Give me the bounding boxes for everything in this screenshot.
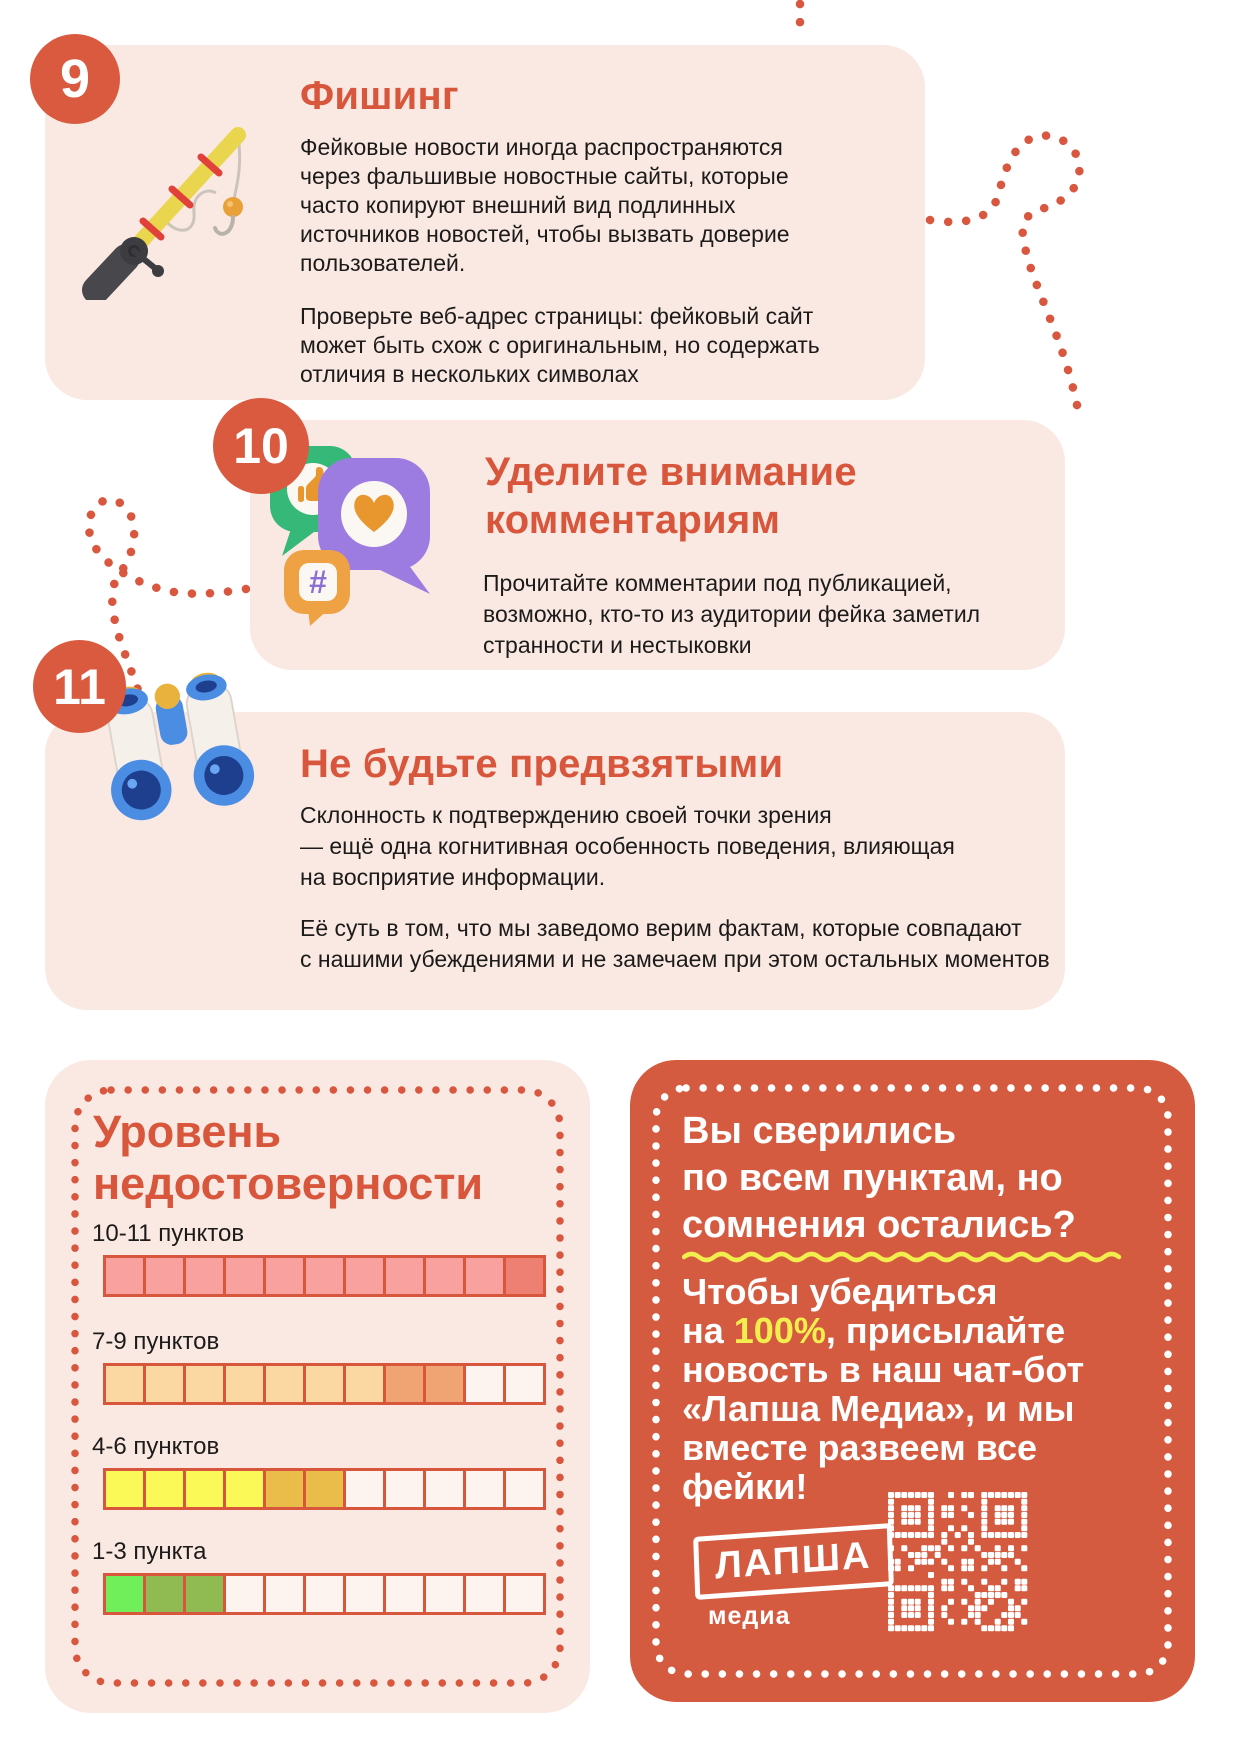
cta-body-suffix: , присылайте новость в наш чат-бот «Лапш… xyxy=(682,1310,1085,1507)
section-10-number-badge: 10 xyxy=(213,398,309,494)
dotted-squiggle-right xyxy=(925,131,1084,415)
scale-row-cells xyxy=(103,1573,546,1615)
cta-card: Вы сверились по всем пунктам, но сомнени… xyxy=(630,1060,1195,1702)
scale-row-1-3: 1-3 пункта xyxy=(92,1538,546,1615)
scale-row-7-9: 7-9 пунктов xyxy=(92,1328,546,1405)
scale-cell xyxy=(423,1573,466,1615)
scale-title: Уровень недостоверности xyxy=(93,1106,484,1209)
section-11-paragraph-2: Её суть в том, что мы заведомо верим фак… xyxy=(300,915,1050,972)
scale-row-label: 4-6 пунктов xyxy=(92,1433,220,1460)
scale-row-cells xyxy=(103,1255,546,1297)
fishing-rod-icon xyxy=(72,85,287,304)
scale-cell xyxy=(463,1573,506,1615)
section-10-comments-card: # Уделите внимание комментариям Прочитай… xyxy=(250,420,1065,670)
scale-cell xyxy=(103,1363,146,1405)
svg-text:#: # xyxy=(309,564,327,600)
scale-row-cells xyxy=(103,1468,546,1510)
scale-cell xyxy=(463,1363,506,1405)
scale-cell xyxy=(343,1255,386,1297)
section-9-phishing-card: Фишинг Фейковые новости иногда распростр… xyxy=(45,45,925,400)
scale-cell xyxy=(103,1255,146,1297)
scale-row-4-6: 4-6 пунктов xyxy=(92,1433,546,1510)
scale-cell xyxy=(503,1255,546,1297)
section-11-number-badge: 11 xyxy=(33,640,126,733)
scale-cell xyxy=(423,1255,466,1297)
scale-cell xyxy=(383,1468,426,1510)
scale-cell xyxy=(223,1363,266,1405)
scale-cell xyxy=(183,1468,226,1510)
section-9-title: Фишинг xyxy=(300,74,459,118)
qr-code xyxy=(888,1492,1028,1632)
cta-body-prefix: Чтобы убедиться на xyxy=(682,1271,998,1351)
section-11-bias-card: Не будьте предвзятыми Склонность к подтв… xyxy=(45,672,1065,1010)
scale-cell xyxy=(343,1363,386,1405)
scale-row-label: 10-11 пунктов xyxy=(92,1220,245,1247)
cta-title: Вы сверились по всем пунктам, но сомнени… xyxy=(682,1110,1076,1246)
scale-cell xyxy=(383,1573,426,1615)
scale-row-10-11: 10-11 пунктов xyxy=(92,1220,546,1297)
scale-cell xyxy=(383,1363,426,1405)
scale-cell xyxy=(223,1573,266,1615)
scale-cell xyxy=(463,1255,506,1297)
lapsha-media-logo: ЛАПША медиа xyxy=(693,1523,894,1631)
scale-row-label: 7-9 пунктов xyxy=(92,1328,220,1355)
scale-cell xyxy=(303,1363,346,1405)
scale-cell xyxy=(303,1468,346,1510)
scale-cell xyxy=(263,1255,306,1297)
section-10-title: Уделите внимание комментариям xyxy=(485,450,857,542)
section-9-number-badge: 9 xyxy=(30,34,120,124)
scale-cell xyxy=(503,1468,546,1510)
cta-body-highlight-100: 100% xyxy=(733,1310,826,1351)
scale-cell xyxy=(103,1573,146,1615)
section-11-title: Не будьте предвзятыми xyxy=(300,742,784,786)
scale-cell xyxy=(183,1573,226,1615)
scale-cell xyxy=(423,1363,466,1405)
scale-cell xyxy=(503,1573,546,1615)
scale-cell xyxy=(143,1255,186,1297)
scale-cell xyxy=(103,1468,146,1510)
logo-sub-text: медиа xyxy=(708,1602,791,1630)
cta-dotted-border xyxy=(652,1084,1172,1678)
scale-row-label: 1-3 пункта xyxy=(92,1538,207,1565)
scale-cell xyxy=(383,1255,426,1297)
scale-cell xyxy=(263,1573,306,1615)
cta-body-text: Чтобы убедиться на 100%, присылайте ново… xyxy=(682,1272,1084,1506)
scale-cell xyxy=(223,1468,266,1510)
scale-cell xyxy=(303,1255,346,1297)
scale-cell xyxy=(463,1468,506,1510)
scale-cell xyxy=(143,1468,186,1510)
scale-cell xyxy=(263,1363,306,1405)
unreliability-scale-panel: Уровень недостоверности 10-11 пунктов 7-… xyxy=(45,1060,590,1713)
yellow-wavy-underline xyxy=(682,1251,1122,1263)
scale-cell xyxy=(343,1468,386,1510)
section-9-paragraph-2: Проверьте веб-адрес страницы: фейковый с… xyxy=(300,303,820,387)
scale-cell xyxy=(143,1363,186,1405)
section-9-paragraph-1: Фейковые новости иногда распространяются… xyxy=(300,134,790,276)
scale-cell xyxy=(183,1255,226,1297)
scale-cell xyxy=(343,1573,386,1615)
scale-row-cells xyxy=(103,1363,546,1405)
scale-cell xyxy=(303,1573,346,1615)
panel-dotted-border xyxy=(71,1086,564,1687)
scale-cell xyxy=(503,1363,546,1405)
section-11-paragraph-1: Склонность к подтверждению своей точки з… xyxy=(300,802,955,890)
section-10-paragraph-1: Прочитайте комментарии под публикацией, … xyxy=(483,570,981,658)
scale-cell xyxy=(263,1468,306,1510)
logo-stamp-text: ЛАПША xyxy=(693,1523,894,1600)
scale-cell xyxy=(223,1255,266,1297)
scale-cell xyxy=(143,1573,186,1615)
scale-cell xyxy=(423,1468,466,1510)
scale-cell xyxy=(183,1363,226,1405)
